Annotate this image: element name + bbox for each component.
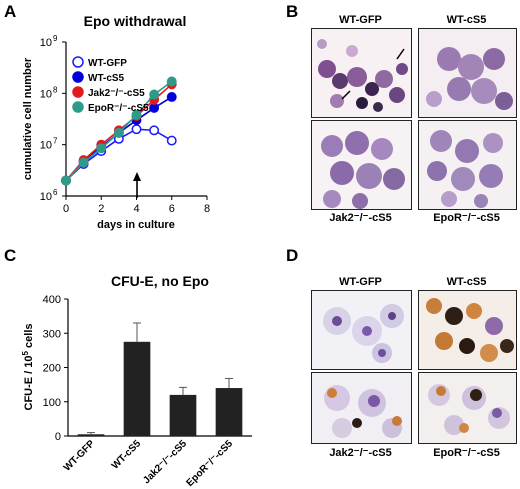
micrograph-b-bottom-left: [311, 120, 412, 210]
micrograph-d-label-bottom-left: Jak2⁻/⁻-cS5: [329, 447, 392, 459]
stained-cells-image: [321, 131, 405, 209]
data-point: [131, 124, 142, 135]
data-point: [96, 143, 107, 154]
legend-label: WT-GFP: [88, 58, 127, 69]
chart-a-y-axis-label: cumulative cell number: [22, 57, 34, 180]
data-point: [166, 135, 177, 146]
data-point: [78, 157, 89, 168]
data-point: [149, 89, 160, 100]
y-tick-label: 10: [40, 191, 52, 203]
micrograph-b-top-right: [418, 28, 517, 118]
legend-marker: [72, 86, 84, 98]
stained-cells-image: [323, 304, 404, 363]
y-tick-label: 10: [40, 37, 52, 49]
epo-withdrawal-line-chart: Epo withdrawal cumulative cell number da…: [22, 13, 210, 231]
x-tick-label: 2: [98, 203, 104, 215]
panel-letter-b: B: [286, 2, 299, 21]
category-label: EpoR⁻/⁻-cS5: [185, 438, 236, 489]
y-tick-label: 400: [43, 294, 61, 306]
stained-cells-image: [427, 130, 503, 208]
data-point: [113, 127, 124, 138]
category-label: WT-cS5: [110, 438, 144, 472]
stained-cells-image: [317, 39, 408, 112]
micrograph-d-label-top-right: WT-cS5: [446, 276, 487, 288]
category-label: WT-GFP: [62, 438, 98, 474]
x-tick-label: 8: [204, 203, 210, 215]
legend-marker: [72, 101, 84, 113]
data-point: [166, 76, 177, 87]
y-tick-label: 200: [43, 363, 61, 375]
chart-c-title: CFU-E, no Epo: [111, 273, 209, 289]
y-tick-label: 100: [43, 397, 61, 409]
data-point: [166, 92, 177, 102]
micrograph-d-label-bottom-right: EpoR⁻/⁻-cS5: [433, 447, 500, 459]
data-point: [131, 109, 142, 120]
data-point: [61, 175, 71, 186]
micrograph-d-label-top-left: WT-GFP: [339, 276, 382, 288]
x-tick-label: 4: [133, 203, 139, 215]
stained-cells-image: [428, 384, 510, 435]
micrograph-b-top-left: [311, 28, 412, 118]
micrograph-b-label-bottom-left: Jak2⁻/⁻-cS5: [329, 212, 392, 224]
y-tick-exponent: 8: [53, 85, 58, 94]
cfu-e-bar-chart: CFU-E, no Epo CFU-E / 105 cells 0 100 200 3…: [21, 273, 252, 489]
legend-label: WT-cS5: [88, 73, 125, 84]
stained-cells-image: [426, 298, 514, 362]
y-tick-exponent: 9: [53, 34, 58, 43]
y-tick-label: 10: [40, 88, 52, 100]
bar: [123, 341, 151, 436]
y-tick-label: 300: [43, 328, 61, 340]
y-tick-label: 0: [55, 431, 61, 443]
micrograph-d-top-left: [311, 290, 412, 370]
legend-marker: [72, 56, 84, 68]
chart-a-title: Epo withdrawal: [84, 13, 187, 29]
y-tick-exponent: 6: [53, 188, 58, 197]
x-tick-label: 6: [169, 203, 175, 215]
arrow-annotation: [133, 172, 141, 198]
legend-marker: [72, 71, 84, 83]
data-point: [149, 125, 160, 136]
micrograph-b-label-top-left: WT-GFP: [339, 14, 382, 26]
stained-cells-image: [426, 47, 513, 110]
bar: [169, 394, 197, 436]
x-tick-label: 0: [63, 203, 69, 215]
micrograph-d-bottom-left: [311, 372, 412, 444]
bar: [77, 434, 105, 436]
stained-cells-image: [324, 385, 402, 438]
category-label: Jak2⁻/⁻-cS5: [141, 438, 189, 486]
micrograph-b-bottom-right: [418, 120, 517, 210]
panel-letter-c: C: [4, 246, 17, 265]
micrograph-b-label-top-right: WT-cS5: [446, 14, 487, 26]
micrograph-d-bottom-right: [418, 372, 517, 444]
chart-c-y-axis-label: CFU-E / 105 cells: [21, 324, 35, 411]
legend-label: EpoR⁻/⁻-cS5: [88, 103, 149, 114]
micrograph-b-label-bottom-right: EpoR⁻/⁻-cS5: [433, 212, 500, 224]
chart-a-x-axis-label: days in culture: [97, 219, 175, 231]
y-tick-label: 10: [40, 140, 52, 152]
panel-letter-d: D: [286, 246, 299, 265]
legend-label: Jak2⁻/⁻-cS5: [88, 88, 145, 99]
micrograph-d-top-right: [418, 290, 517, 370]
bar: [215, 388, 243, 436]
panel-letter-a: A: [4, 2, 17, 21]
y-tick-exponent: 7: [53, 137, 58, 146]
data-point: [149, 102, 160, 113]
